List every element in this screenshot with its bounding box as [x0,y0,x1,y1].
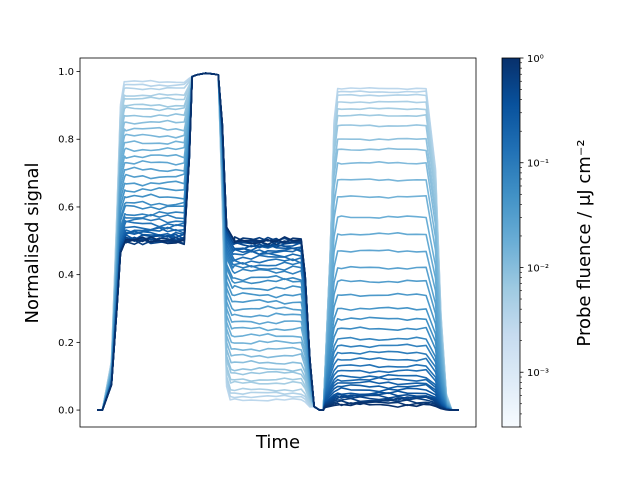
y-axis-ticks: 0.0 0.2 0.4 0.6 0.8 1.0 [58,67,80,417]
series-line-12 [97,72,459,411]
series-line-16 [97,72,459,411]
colorbar-tick-label: 10⁰ [527,54,544,65]
series-line-9 [97,72,459,411]
series-line-2 [97,72,459,411]
colorbar-tick-label: 10⁻² [527,263,549,274]
series-line-24 [97,72,459,411]
colorbar [501,57,521,428]
series-line-36 [97,72,459,411]
series-line-5 [97,72,459,411]
series-line-39 [97,72,459,411]
series-line-25 [97,72,459,411]
plot-frame [79,57,477,428]
series-line-3 [97,72,459,411]
series-line-8 [97,72,459,411]
series-line-17 [97,72,459,411]
series-line-20 [97,72,459,411]
series-line-1 [97,72,459,411]
series-line-37 [97,72,459,411]
y-tick-label: 0.8 [58,135,74,146]
y-tick-label: 0.2 [58,338,74,349]
series-line-40 [97,72,459,411]
series-line-4 [97,72,459,411]
series-line-7 [97,72,459,411]
series-line-14 [97,72,459,411]
colorbar-label: Probe fluence / μJ cm⁻² [574,139,595,346]
series-line-18 [97,72,459,411]
colorbar-ticks: 10⁻³ 10⁻² 10⁻¹ 10⁰ [520,54,549,428]
x-axis-label: Time [255,432,300,453]
y-tick-label: 0.6 [58,202,74,213]
colorbar-tick-label: 10⁻¹ [527,159,549,170]
series-line-26 [97,72,459,411]
series-line-23 [97,72,459,411]
series-line-6 [97,72,459,411]
series-line-30 [97,72,459,411]
series-line-15 [97,72,459,411]
series-line-19 [97,72,459,411]
plot-area [97,72,459,411]
y-tick-label: 1.0 [58,67,74,78]
y-tick-label: 0.4 [58,270,74,281]
y-tick-label: 0.0 [58,406,74,417]
series-line-22 [97,72,459,411]
colorbar-tick-label: 10⁻³ [527,368,549,379]
series-line-29 [97,72,459,411]
series-line-13 [97,72,459,411]
series-line-11 [97,72,459,411]
series-line-10 [97,72,459,411]
y-axis-label: Normalised signal [22,163,43,324]
series-line-21 [97,72,459,411]
